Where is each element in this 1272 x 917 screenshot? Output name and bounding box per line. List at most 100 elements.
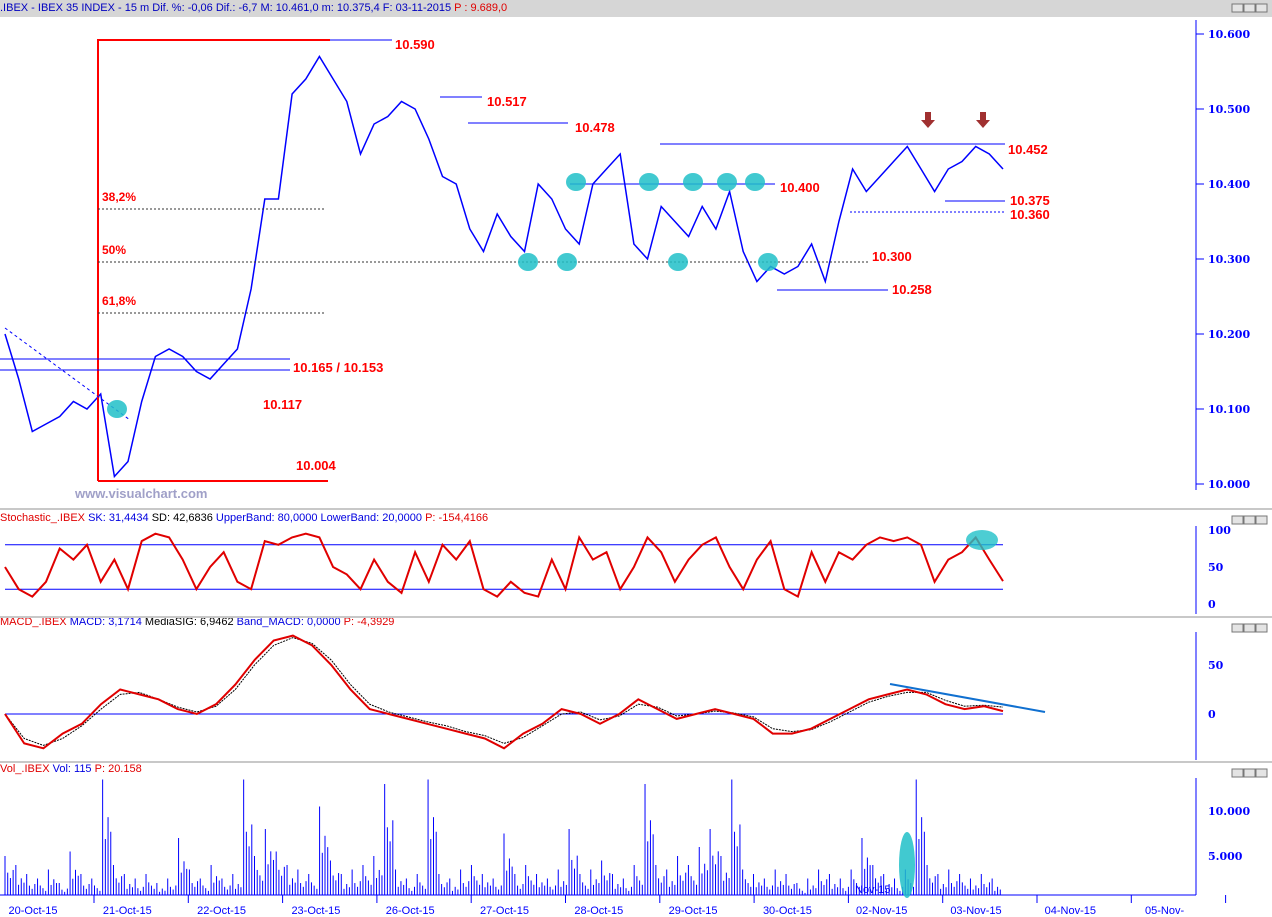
y-tick-label: 10.100 bbox=[1208, 403, 1250, 416]
stoch-maximize-button[interactable] bbox=[1243, 515, 1256, 525]
macd-tick-label: 0 bbox=[1208, 708, 1216, 721]
macd-maximize-button[interactable] bbox=[1243, 623, 1256, 633]
macd-header: MACD_.IBEX MACD: 3,1714 MediaSIG: 6,9462… bbox=[0, 616, 394, 628]
level-label: 10.165 / 10.153 bbox=[293, 360, 383, 375]
stoch-tick-label: 50 bbox=[1208, 561, 1224, 574]
highlight-ellipse bbox=[566, 173, 586, 191]
vol-tick-label: 5.000 bbox=[1208, 850, 1243, 863]
x-tick-label: 23-Oct-15 bbox=[291, 905, 340, 917]
vol-separator bbox=[0, 761, 1272, 763]
level-label: 10.360 bbox=[1010, 207, 1050, 222]
highlight-ellipse bbox=[557, 253, 577, 271]
vol-close-button[interactable] bbox=[1255, 768, 1268, 778]
fib-label: 61,8% bbox=[102, 294, 136, 308]
vol-tick-label: 10.000 bbox=[1208, 805, 1250, 818]
sk: SK: 31,4434 bbox=[88, 512, 149, 524]
stoch-p: P: -154,4166 bbox=[425, 512, 489, 524]
highlight-ellipse bbox=[966, 530, 998, 550]
vol-header: Vol_.IBEX Vol: 115 P: 20.158 bbox=[0, 763, 142, 775]
stoch-sk-series bbox=[4, 532, 1004, 599]
x-tick-label: 27-Oct-15 bbox=[480, 905, 529, 917]
date: F: 03-11-2015 bbox=[382, 2, 452, 14]
x-tick-label: 28-Oct-15 bbox=[574, 905, 623, 917]
y-tick-label: 10.600 bbox=[1208, 28, 1250, 41]
max: M: 10.461,0 bbox=[260, 2, 319, 14]
level-label: 10.400 bbox=[780, 180, 820, 195]
highlight-ellipse bbox=[107, 400, 127, 418]
stoch-tick-label: 0 bbox=[1208, 598, 1216, 611]
vol-p: P: 20.158 bbox=[94, 763, 142, 775]
level-label: 10.300 bbox=[872, 249, 912, 264]
fib-label: 38,2% bbox=[102, 190, 136, 204]
macd-tick-label: 50 bbox=[1208, 659, 1224, 672]
macd-close-button[interactable] bbox=[1255, 623, 1268, 633]
x-tick-label: 22-Oct-15 bbox=[197, 905, 246, 917]
price-series bbox=[4, 55, 1004, 479]
vol-maximize-button[interactable] bbox=[1243, 768, 1256, 778]
x-tick-label: 04-Nov-15 bbox=[1045, 905, 1096, 917]
y-tick-label: 10.200 bbox=[1208, 328, 1250, 341]
x-tick-label: 30-Oct-15 bbox=[763, 905, 812, 917]
level-label: 10.375 bbox=[1010, 193, 1050, 208]
watermark: www.visualchart.com bbox=[74, 486, 207, 501]
down-arrow-icon bbox=[976, 112, 990, 128]
level-label: 10.004 bbox=[296, 458, 337, 473]
level-label: 10.478 bbox=[575, 120, 615, 135]
dif: Dif.: -6,7 bbox=[215, 2, 258, 14]
highlight-ellipse bbox=[717, 173, 737, 191]
price-maximize-button[interactable] bbox=[1243, 3, 1256, 13]
level-label: 10.258 bbox=[892, 282, 932, 297]
y-tick-label: 10.400 bbox=[1208, 178, 1250, 191]
dif-pct: Dif. %: -0,06 bbox=[152, 2, 213, 14]
stoch-separator bbox=[0, 508, 1272, 510]
vol-minimize-button[interactable] bbox=[1231, 768, 1244, 778]
x-tick-label: 20-Oct-15 bbox=[9, 905, 58, 917]
y-tick-label: 10.500 bbox=[1208, 103, 1250, 116]
stoch-tick-label: 100 bbox=[1208, 524, 1231, 537]
down-arrow-icon bbox=[921, 112, 935, 128]
stoch-name: Stochastic_.IBEX bbox=[0, 512, 85, 524]
x-tick-label: 03-Nov-15 bbox=[950, 905, 1001, 917]
highlight-ellipse bbox=[668, 253, 688, 271]
upper: UpperBand: 80,0000 bbox=[215, 512, 318, 524]
stoch-minimize-button[interactable] bbox=[1231, 515, 1244, 525]
x-tick-label: 29-Oct-15 bbox=[669, 905, 718, 917]
min: m: 10.375,4 bbox=[321, 2, 380, 14]
highlight-ellipse bbox=[639, 173, 659, 191]
highlight-ellipse bbox=[683, 173, 703, 191]
x-tick-label: 21-Oct-15 bbox=[103, 905, 152, 917]
interval-label: 15 m bbox=[124, 2, 150, 14]
month-label: Nov-15 bbox=[855, 884, 890, 896]
symbol-label: .IBEX - IBEX 35 INDEX - bbox=[0, 2, 125, 14]
vol: Vol: 115 bbox=[52, 763, 92, 775]
lower: LowerBand: 20,0000 bbox=[320, 512, 423, 524]
fib-label: 50% bbox=[102, 243, 126, 257]
price-minimize-button[interactable] bbox=[1231, 3, 1244, 13]
x-tick-label: 05-Nov- bbox=[1145, 905, 1184, 917]
macd-minimize-button[interactable] bbox=[1231, 623, 1244, 633]
level-label: 10.517 bbox=[487, 94, 527, 109]
price-p: P : 9.689,0 bbox=[454, 2, 508, 14]
price-close-button[interactable] bbox=[1255, 3, 1268, 13]
price-panel-header: .IBEX - IBEX 35 INDEX - 15 m Dif. %: -0,… bbox=[0, 0, 1272, 17]
stoch-close-button[interactable] bbox=[1255, 515, 1268, 525]
macd-separator bbox=[0, 616, 1272, 618]
y-tick-label: 10.300 bbox=[1208, 253, 1250, 266]
macd-series bbox=[4, 634, 1004, 750]
sig: MediaSIG: 6,9462 bbox=[144, 616, 234, 628]
macd-name: MACD_.IBEX bbox=[0, 616, 67, 628]
x-tick-label: 02-Nov-15 bbox=[856, 905, 907, 917]
fib-bracket bbox=[97, 39, 330, 481]
macd-p: P: -4,3929 bbox=[343, 616, 395, 628]
highlight-ellipse bbox=[899, 832, 915, 898]
stoch-header: Stochastic_.IBEX SK: 31,4434 SD: 42,6836… bbox=[0, 512, 488, 524]
band: Band_MACD: 0,0000 bbox=[236, 616, 341, 628]
highlight-ellipse bbox=[745, 173, 765, 191]
highlight-ellipse bbox=[758, 253, 778, 271]
sd: SD: 42,6836 bbox=[151, 512, 213, 524]
level-label: 10.590 bbox=[395, 37, 435, 52]
trendline-dashed bbox=[4, 327, 131, 421]
x-tick-label: 26-Oct-15 bbox=[386, 905, 435, 917]
